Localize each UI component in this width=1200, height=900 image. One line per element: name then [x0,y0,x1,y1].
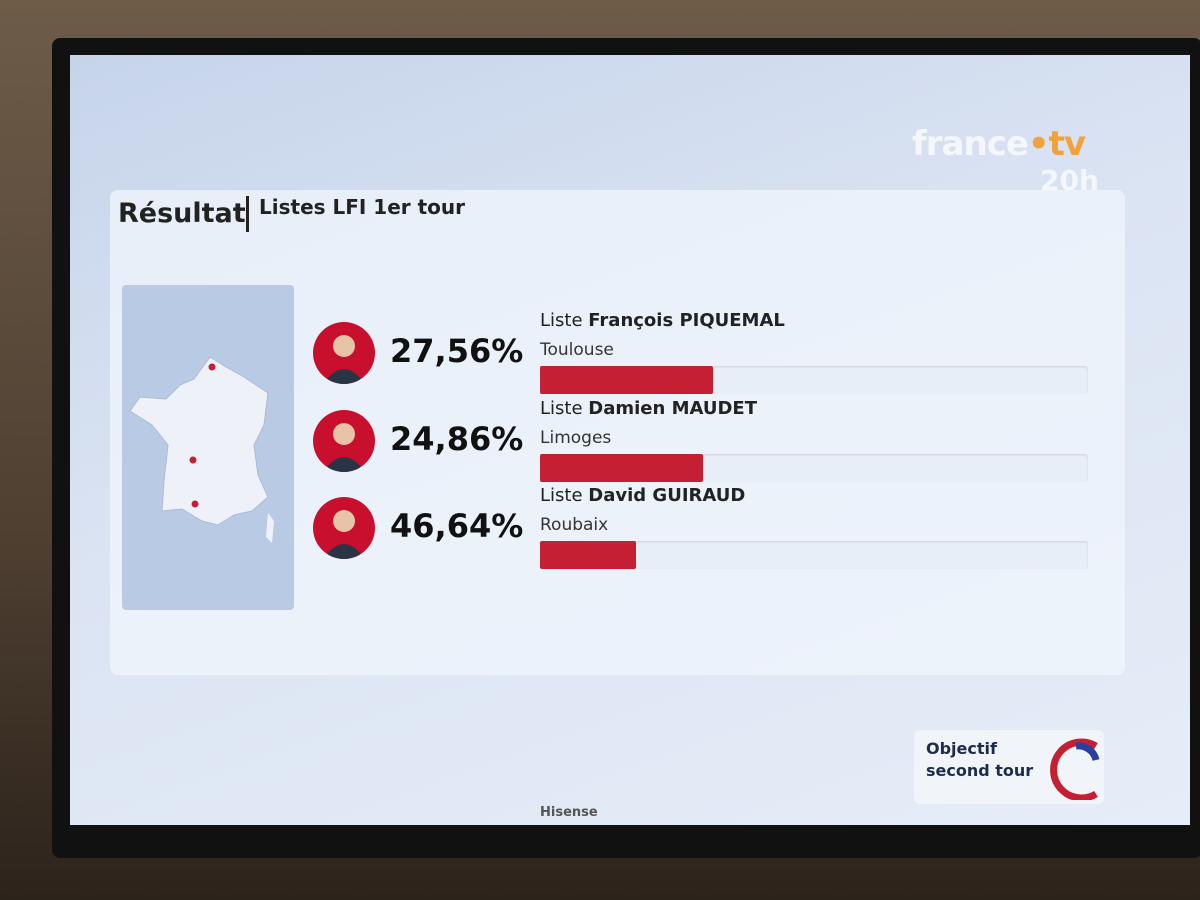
candidate-name: David GUIRAUD [588,485,746,506]
tv-brand: Hisense [540,805,598,820]
bar-track [540,541,1088,569]
avatar-head [333,510,355,532]
list-prefix: Liste [540,310,583,331]
avatar [323,335,365,384]
list-label: Liste David GUIRAUD [540,485,745,506]
title: Résultat [118,198,246,229]
logo-tv: • [1027,124,1050,164]
candidate-photo [313,497,375,559]
city: Toulouse [540,340,614,360]
score: 27,56% [390,332,524,370]
badge-line: Objectif [926,739,997,758]
france-shape [129,356,269,526]
france-map [129,356,274,543]
avatar-head [333,335,355,357]
map-dot [189,456,197,464]
avatar-head [333,423,355,445]
bar [540,366,714,394]
list-label: Liste François PIQUEMAL [540,310,785,331]
badge-line: second tour [926,761,1034,780]
candidate-photo [313,322,375,384]
avatar-body [323,369,365,384]
avatar [323,510,365,559]
candidate-photo [313,410,375,472]
map [122,285,294,610]
logo-brand: france [912,124,1029,164]
score: 46,64% [390,507,524,545]
candidate-name: François PIQUEMAL [588,310,785,331]
list-label: Liste Damien MAUDET [540,398,757,419]
bar [540,541,636,569]
emblem-arc [1075,742,1100,762]
list-prefix: Liste [540,485,583,506]
city: Limoges [540,428,612,448]
bar-track [540,454,1088,482]
channel-logo: france•tv [912,124,1086,164]
avatar-body [323,457,365,472]
badge: Objectif second tour [914,730,1104,804]
list-prefix: Liste [540,398,583,419]
badge-emblem [1050,738,1100,800]
map-dot [191,500,199,508]
badge-text: Objectif second tour [926,738,1033,782]
corsica [266,513,274,543]
candidate-name: Damien MAUDET [588,398,758,419]
subtitle: Listes LFI 1er tour [259,195,466,219]
bar [540,454,703,482]
logo-tv: tv [1048,124,1086,164]
city: Roubaix [540,515,609,535]
bar-track [540,366,1088,394]
emblem-arc [1050,738,1098,800]
score: 24,86% [390,420,524,458]
avatar [323,423,365,472]
avatar-body [323,544,365,559]
separator [246,196,249,232]
map-dot [208,363,216,371]
